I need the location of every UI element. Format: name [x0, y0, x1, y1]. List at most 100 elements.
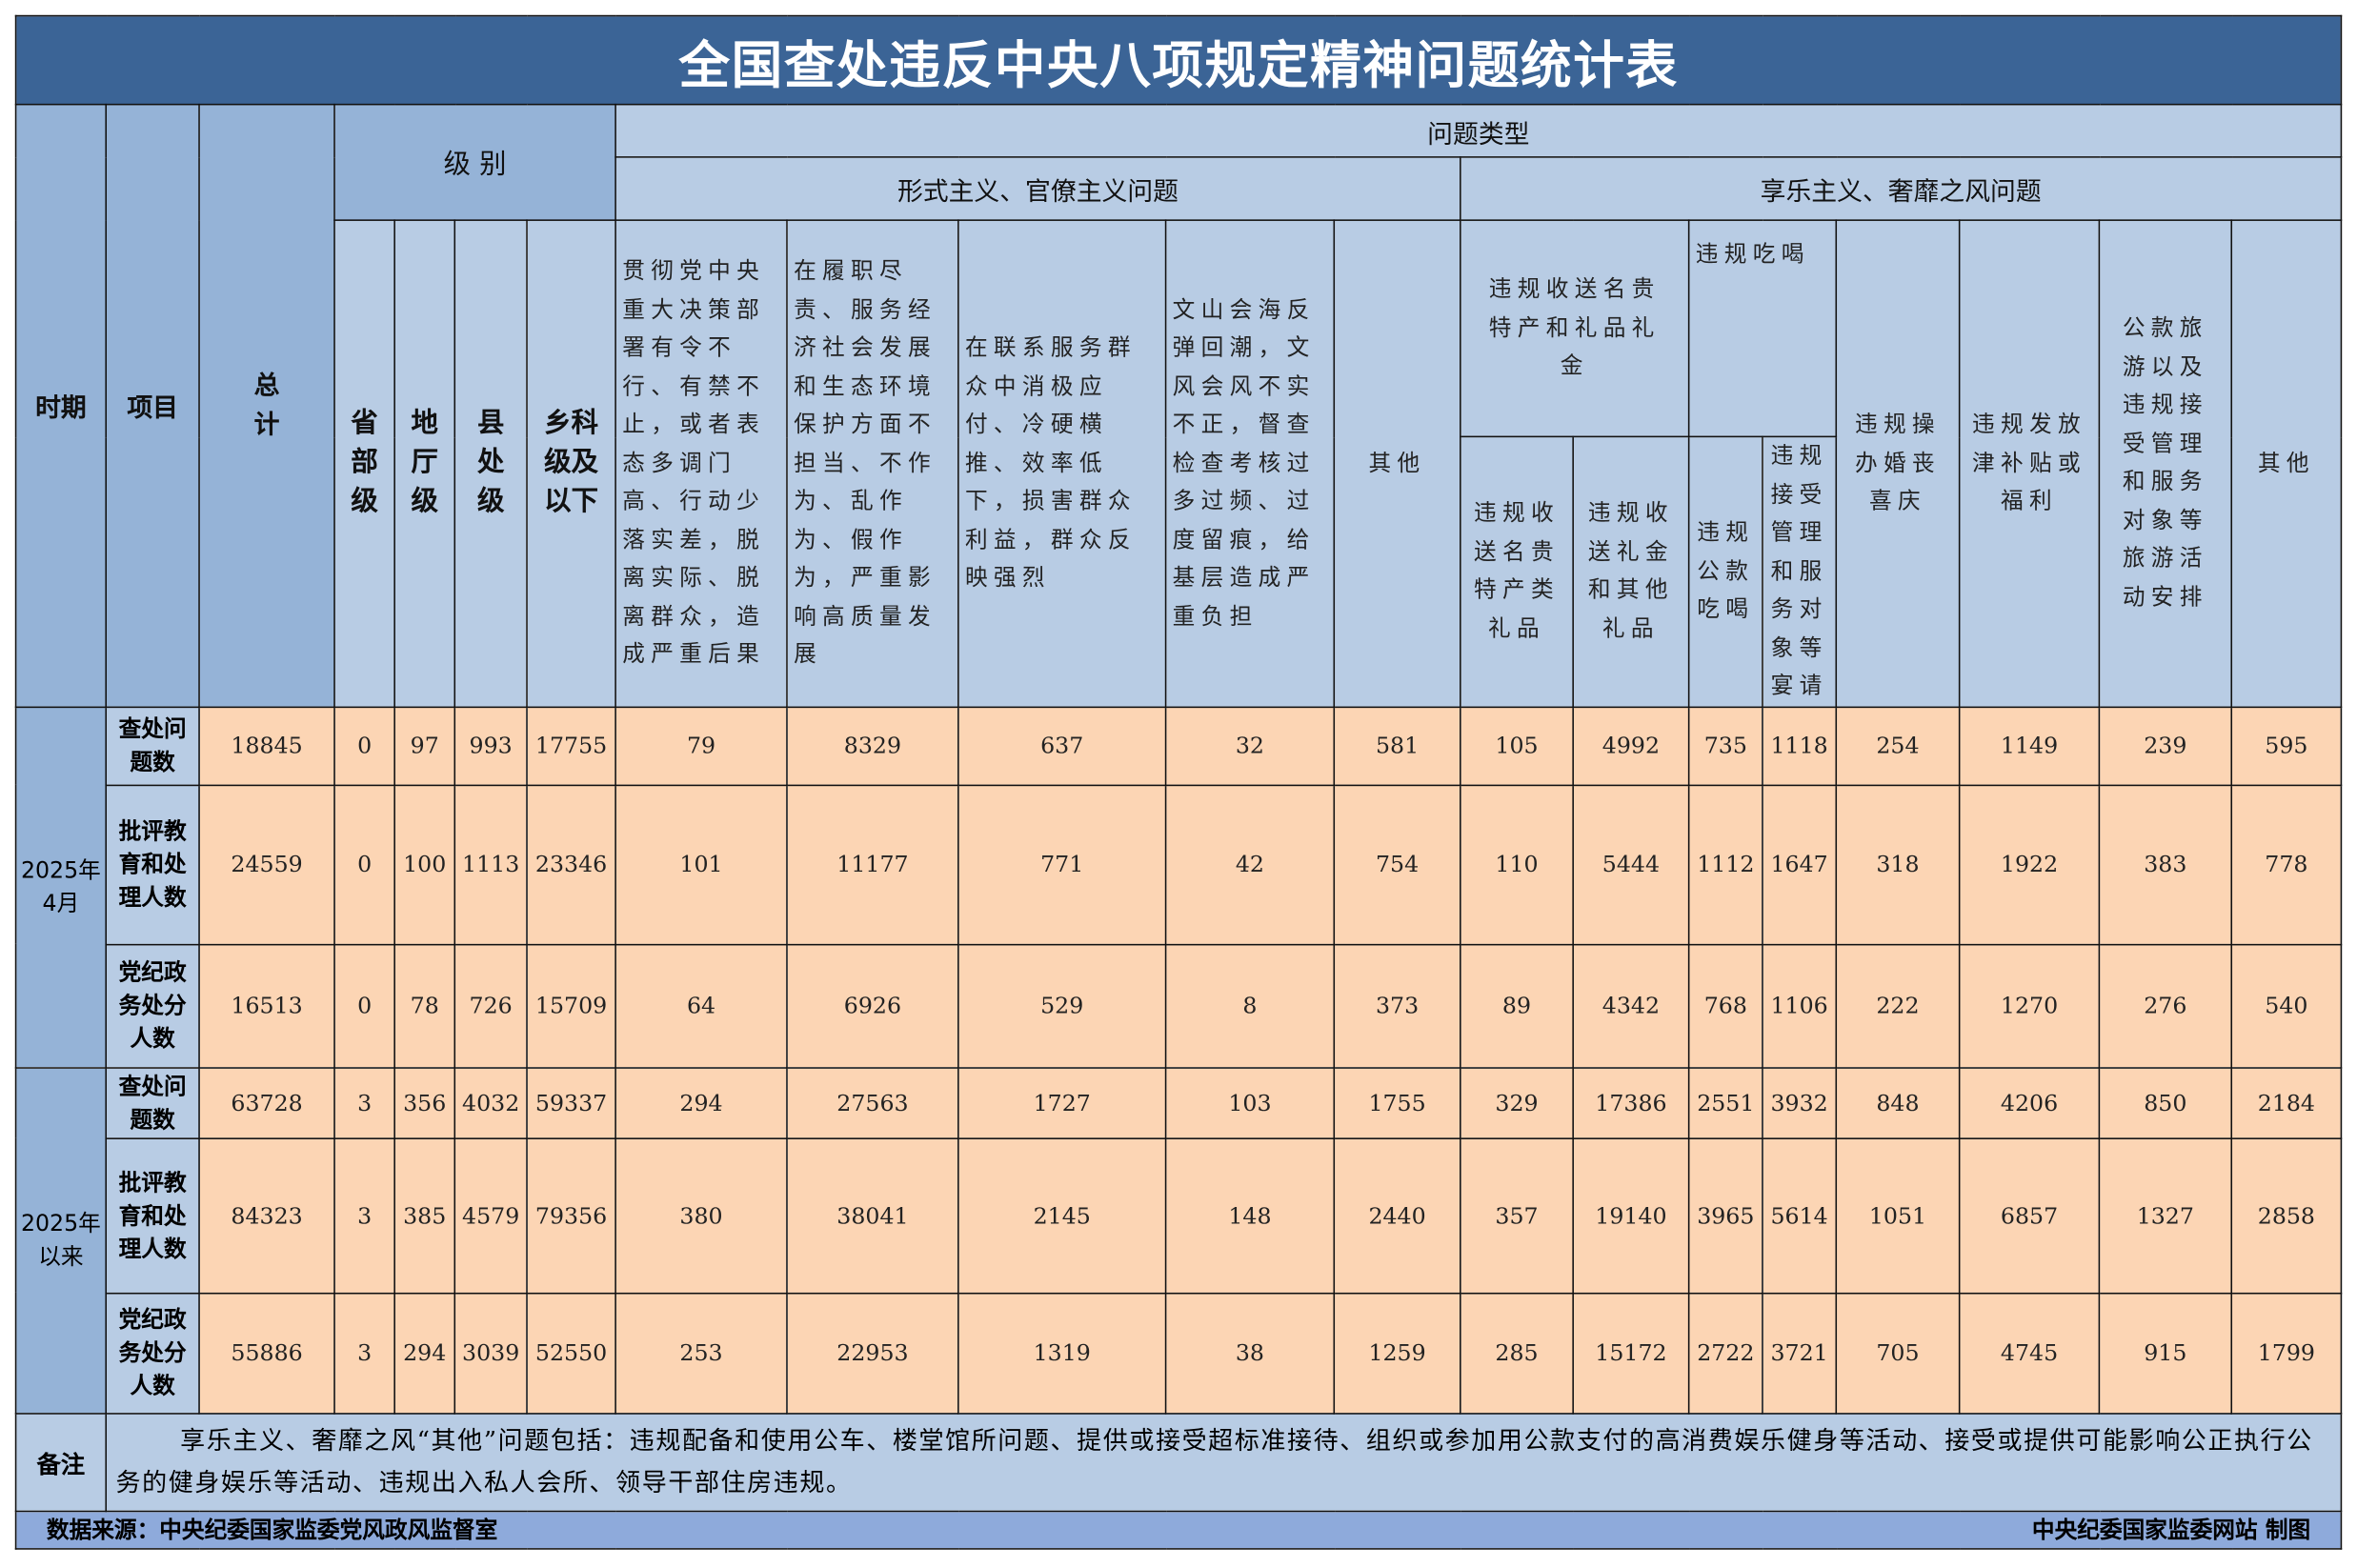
value-cell: 1051 [1835, 1136, 1961, 1294]
value-cell: 3039 [453, 1292, 528, 1414]
value-cell: 726 [453, 943, 528, 1069]
value-cell: 18845 [198, 705, 335, 786]
value-cell: 2722 [1687, 1292, 1763, 1414]
value-cell: 3932 [1762, 1066, 1838, 1139]
item-cell: 查处问题数 [105, 705, 200, 786]
item-cell: 党纪政务处分人数 [105, 943, 200, 1069]
header-hedonism-other: 其他 [2230, 219, 2343, 708]
value-cell: 79356 [526, 1136, 616, 1294]
value-cell: 357 [1460, 1136, 1574, 1294]
value-cell: 23346 [526, 783, 616, 945]
value-cell: 0 [333, 783, 395, 945]
value-cell: 383 [2098, 783, 2233, 945]
value-cell: 38041 [786, 1136, 959, 1294]
value-cell: 1327 [2098, 1136, 2233, 1294]
value-cell: 22953 [786, 1292, 959, 1414]
header-travel: 公款旅游以及违规接受管理和服务对象等旅游活动安排 [2098, 219, 2233, 708]
value-cell: 1259 [1333, 1292, 1461, 1414]
table-row: 2025年以来 查处问题数 63728 3 356 4032 59337 294 27563 17… [14, 1066, 2343, 1414]
value-cell: 8329 [786, 705, 959, 786]
value-cell: 38 [1164, 1292, 1336, 1414]
value-cell: 110 [1460, 783, 1574, 945]
value-cell: 105 [1460, 705, 1574, 786]
value-cell: 2440 [1333, 1136, 1461, 1294]
value-cell: 1112 [1687, 783, 1763, 945]
value-cell: 771 [957, 783, 1167, 945]
value-cell: 254 [1835, 705, 1961, 786]
header-allowance: 违规发放津补贴或福利 [1958, 219, 2101, 708]
value-cell: 754 [1333, 783, 1461, 945]
value-cell: 581 [1333, 705, 1461, 786]
table-row: 批评教育和处理人数 84323 3 385 4579 79356 380 38041 2145 1… [16, 1136, 2343, 1294]
item-cell: 批评教育和处理人数 [105, 783, 200, 945]
header-period: 时期 [14, 103, 108, 708]
value-cell: 4992 [1572, 705, 1690, 786]
table-row: 批评教育和处理人数 24559 0 100 1113 23346 101 11177 771 42… [16, 783, 2343, 945]
value-cell: 52550 [526, 1292, 616, 1414]
value-cell: 97 [393, 705, 456, 786]
note-label: 备注 [14, 1412, 108, 1512]
value-cell: 148 [1164, 1136, 1336, 1294]
header-total: 总计 [198, 103, 335, 708]
value-cell: 637 [957, 705, 1167, 786]
value-cell: 1319 [957, 1292, 1167, 1414]
period-cell: 2025年以来 [14, 1066, 108, 1414]
header-level-bureau: 地厅级 [393, 219, 456, 708]
value-cell: 79 [614, 705, 788, 786]
value-cell: 3965 [1687, 1136, 1763, 1294]
header-gift-group: 违规收送名贵特产和礼品礼金 [1460, 219, 1690, 438]
value-cell: 55886 [198, 1292, 335, 1414]
value-cell: 3721 [1762, 1292, 1838, 1414]
table-row: 党纪政务处分人数 16513 0 78 726 15709 64 6926 529 8 373 89 4… [16, 943, 2343, 1069]
value-cell: 915 [2098, 1292, 2233, 1414]
header-formalism-col-3: 在联系服务群众中消极应付、冷硬横推、效率低下，损害群众利益，群众反映强烈 [957, 219, 1167, 708]
value-cell: 735 [1687, 705, 1763, 786]
value-cell: 6926 [786, 943, 959, 1069]
header-formalism: 形式主义、官僚主义问题 [614, 156, 1461, 221]
value-cell: 100 [393, 783, 456, 945]
value-cell: 222 [1835, 943, 1961, 1069]
value-cell: 1270 [1958, 943, 2101, 1069]
value-cell: 285 [1460, 1292, 1574, 1414]
value-cell: 103 [1164, 1066, 1336, 1139]
value-cell: 529 [957, 943, 1167, 1069]
value-cell: 356 [393, 1066, 456, 1139]
header-hedonism: 享乐主义、奢靡之风问题 [1460, 156, 2343, 221]
value-cell: 1799 [2230, 1292, 2343, 1414]
header-level-township: 乡科级及以下 [526, 219, 616, 708]
value-cell: 848 [1835, 1066, 1961, 1139]
value-cell: 1727 [957, 1066, 1167, 1139]
credit: 中央纪委国家监委网站 制图 [2031, 1517, 2311, 1544]
value-cell: 11177 [786, 783, 959, 945]
header-formalism-col-2: 在履职尽责、服务经济社会发展和生态环境保护方面不担当、不作为、乱作为、假作为，严… [786, 219, 959, 708]
value-cell: 595 [2230, 705, 2343, 786]
value-cell: 2551 [1687, 1066, 1763, 1139]
table-body: 2025年4月 查处问题数 18845 0 97 993 17755 79 8329 637 32 5… [14, 705, 2343, 1414]
value-cell: 2145 [957, 1136, 1167, 1294]
header-formalism-other: 其他 [1333, 219, 1461, 708]
header-gift-cash: 违规收送礼金和其他礼品 [1572, 435, 1690, 708]
value-cell: 3 [333, 1292, 395, 1414]
header-formalism-col-1: 贯彻党中央重大决策部署有令不行、有禁不止，或者表态多调门高、行动少落实差，脱离实… [614, 219, 788, 708]
header-wedding-funeral: 违规操办婚丧喜庆 [1835, 219, 1961, 708]
value-cell: 1755 [1333, 1066, 1461, 1139]
value-cell: 4342 [1572, 943, 1690, 1069]
value-cell: 993 [453, 705, 528, 786]
value-cell: 385 [393, 1136, 456, 1294]
value-cell: 78 [393, 943, 456, 1069]
value-cell: 4579 [453, 1136, 528, 1294]
value-cell: 1922 [1958, 783, 2101, 945]
value-cell: 15172 [1572, 1292, 1690, 1414]
value-cell: 373 [1333, 943, 1461, 1069]
value-cell: 63728 [198, 1066, 335, 1139]
value-cell: 778 [2230, 783, 2343, 945]
value-cell: 4032 [453, 1066, 528, 1139]
header-level: 级 别 [333, 103, 616, 221]
value-cell: 4745 [1958, 1292, 2101, 1414]
header-dining-public: 违规公款吃喝 [1687, 435, 1763, 708]
value-cell: 329 [1460, 1066, 1574, 1139]
note-text: 享乐主义、奢靡之风“其他”问题包括：违规配备和使用公车、楼堂馆所问题、提供或接受… [105, 1412, 2343, 1512]
header-problem-type: 问题类型 [614, 103, 2343, 158]
header-dining-group: 违规吃喝 [1687, 219, 1838, 438]
